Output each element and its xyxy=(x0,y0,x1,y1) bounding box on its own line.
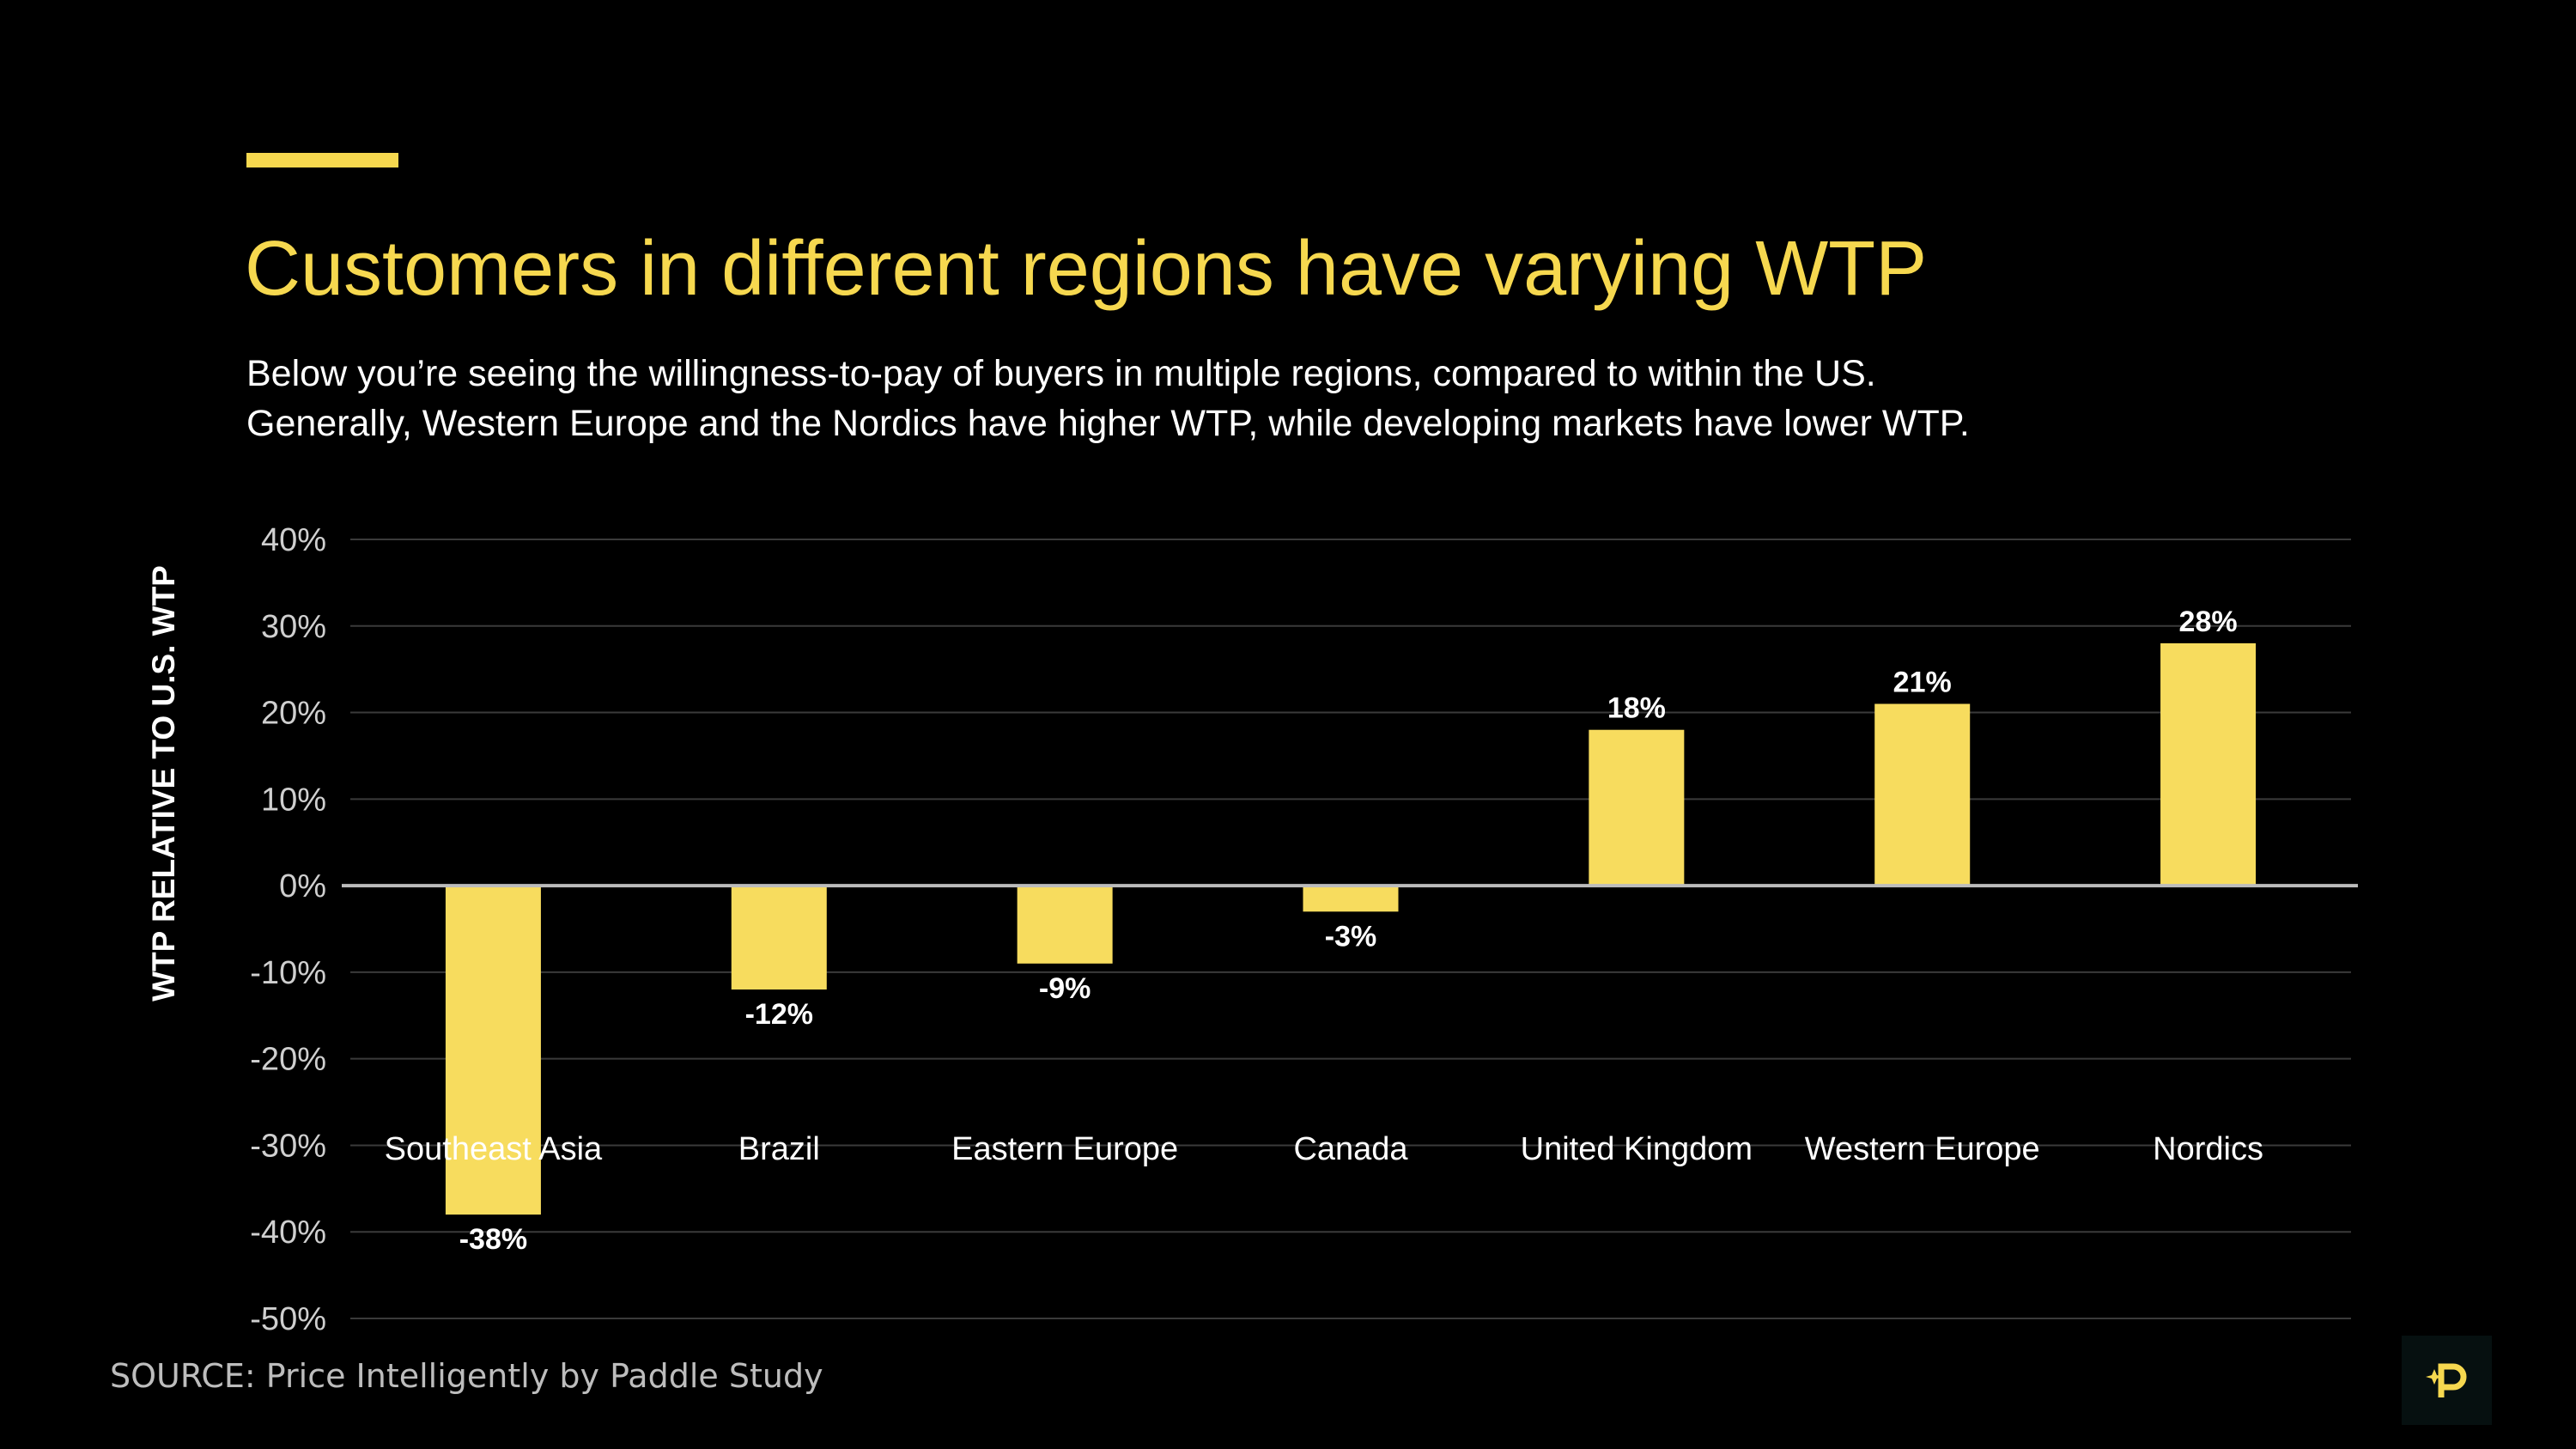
subtitle-line: Below you’re seeing the willingness-to-p… xyxy=(246,353,1876,394)
bar-brazil xyxy=(731,886,827,990)
data-label: -12% xyxy=(745,998,813,1031)
accent-bar xyxy=(246,153,398,167)
x-tick-label: Eastern Europe xyxy=(951,1131,1178,1167)
y-axis-label: WTP RELATIVE TO U.S. WTP xyxy=(146,565,181,1002)
subtitle-line: Generally, Western Europe and the Nordic… xyxy=(246,403,1970,444)
y-tick-label: 40% xyxy=(261,522,326,558)
bar-southeast-asia xyxy=(445,886,541,1215)
bar-canada xyxy=(1303,886,1399,912)
data-label: -38% xyxy=(459,1223,527,1256)
bar-western-europe xyxy=(1874,703,1971,886)
y-tick-label: 0% xyxy=(279,868,326,904)
paddle-logo-icon xyxy=(2402,1336,2492,1425)
data-label: 28% xyxy=(2179,606,2238,638)
bar-eastern-europe xyxy=(1017,886,1113,964)
y-tick-label: -30% xyxy=(250,1128,326,1164)
x-tick-label: United Kingdom xyxy=(1521,1131,1753,1167)
data-label: 18% xyxy=(1607,692,1666,725)
bar-united-kingdom xyxy=(1589,729,1685,886)
bar-nordics xyxy=(2160,642,2257,886)
y-tick-label: -50% xyxy=(250,1301,326,1337)
x-tick-label: Southeast Asia xyxy=(385,1131,603,1167)
x-tick-label: Brazil xyxy=(738,1131,820,1167)
source-note: SOURCE: Price Intelligently by Paddle St… xyxy=(110,1357,823,1395)
subtitle: Below you’re seeing the willingness-to-p… xyxy=(246,349,1970,448)
y-tick-label: -10% xyxy=(250,955,326,991)
x-tick-label: Nordics xyxy=(2153,1131,2263,1167)
x-tick-label: Canada xyxy=(1293,1131,1408,1167)
page-title: Customers in different regions have vary… xyxy=(245,226,1928,312)
data-label: -9% xyxy=(1039,972,1091,1005)
x-tick-label: Western Europe xyxy=(1805,1131,2040,1167)
y-tick-label: 10% xyxy=(261,782,326,818)
y-tick-label: 20% xyxy=(261,696,326,732)
y-tick-label: -20% xyxy=(250,1042,326,1078)
y-tick-label: 30% xyxy=(261,609,326,645)
y-tick-label: -40% xyxy=(250,1215,326,1251)
data-label: -3% xyxy=(1325,920,1376,953)
data-label: 21% xyxy=(1893,666,1952,698)
